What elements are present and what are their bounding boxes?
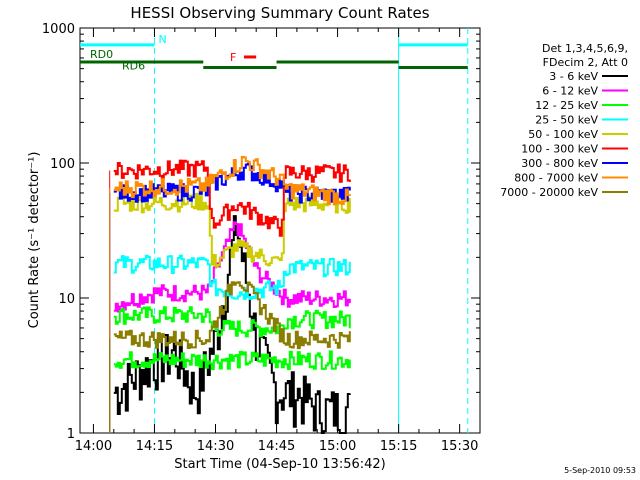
legend-entry-label: 100 - 300 keV [521, 143, 598, 156]
legend-header-line-1: Det 1,3,4,5,6,9, [542, 42, 628, 55]
legend-entry-label: 7000 - 20000 keV [500, 186, 598, 199]
y-tick-label: 1 [67, 427, 75, 442]
series-trace [113, 159, 351, 237]
footer-timestamp: 5-Sep-2010 09:53 [564, 466, 636, 475]
flare-marker-label: F [230, 51, 236, 64]
series-trace [113, 192, 351, 268]
series-trace [113, 254, 351, 300]
x-axis-label: Start Time (04-Sep-10 13:56:42) [174, 457, 385, 472]
legend-entry-label: 50 - 100 keV [528, 128, 598, 141]
x-tick-label: 15:00 [319, 439, 356, 454]
series-trace [113, 163, 351, 204]
legend-entry-label: 12 - 25 keV [535, 99, 598, 112]
legend-entry-label: 300 - 800 keV [521, 157, 598, 170]
axis-ticks: 14:00 14:15 14:30 14:45 15:00 15:15 15:30 1 10 10… [42, 22, 481, 454]
y-tick-label: 10 [58, 292, 75, 307]
legend-entry-label: 25 - 50 keV [535, 114, 598, 127]
series-trace [113, 350, 351, 371]
x-tick-label: 14:00 [75, 439, 112, 454]
x-tick-label: 14:45 [258, 439, 295, 454]
rate-decimation-label: RD6 [122, 59, 145, 72]
plot-area: N F RD0 RD6 [80, 28, 469, 434]
legend: Det 1,3,4,5,6,9, FDecim 2, Att 0 3 - 6 k… [500, 42, 628, 199]
x-tick-label: 14:30 [197, 439, 234, 454]
night-marker-label: N [158, 33, 166, 46]
y-tick-label: 1000 [42, 22, 75, 37]
plot-frame [79, 27, 481, 434]
legend-entry-label: 3 - 6 keV [549, 70, 598, 83]
series-trace [113, 281, 351, 350]
y-tick-label: 100 [50, 157, 75, 172]
series-trace [113, 306, 351, 338]
x-tick-label: 15:30 [441, 439, 478, 454]
legend-header-line-2: FDecim 2, Att 0 [543, 56, 628, 69]
x-tick-label: 15:15 [380, 439, 417, 454]
chart-title: HESSI Observing Summary Count Rates [130, 4, 429, 22]
y-axis-label: Count Rate (s⁻¹ detector⁻¹) [27, 152, 42, 329]
legend-entry-label: 6 - 12 keV [542, 85, 598, 98]
rate-decimation-label: RD0 [90, 48, 113, 61]
series-trace [113, 155, 351, 206]
series-trace [113, 221, 351, 313]
legend-entry-label: 800 - 7000 keV [514, 172, 598, 185]
x-tick-label: 14:15 [136, 439, 173, 454]
